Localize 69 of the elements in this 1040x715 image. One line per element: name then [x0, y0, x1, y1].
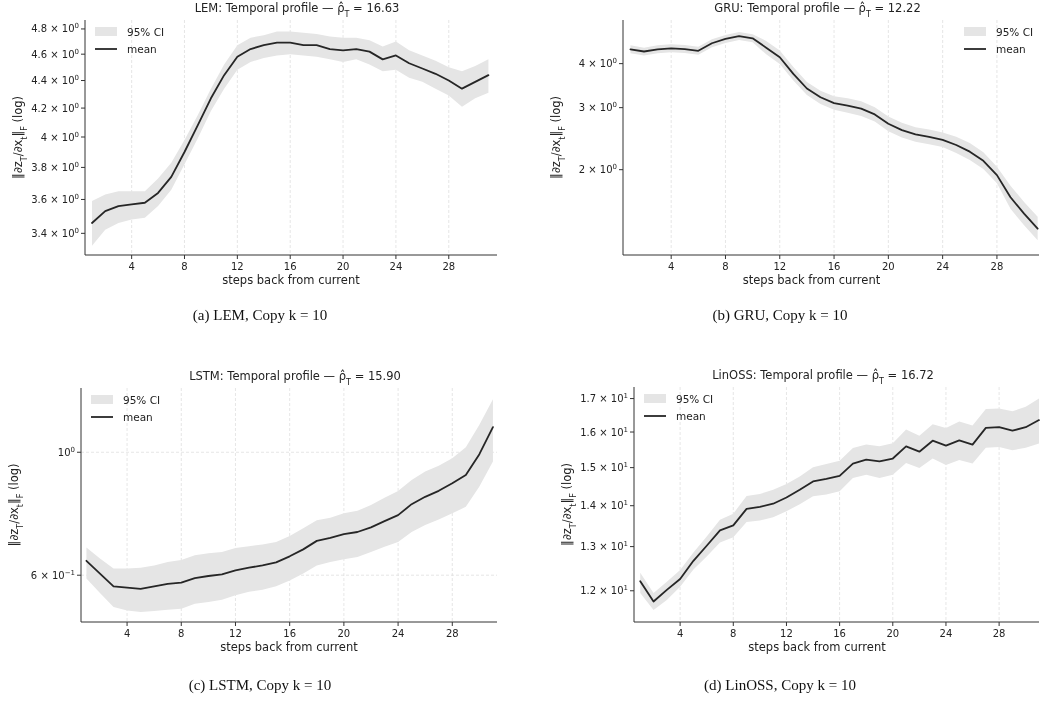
- y-tick-label: 1.3 × 10$^{1}$: [580, 540, 628, 553]
- y-tick-label: 6 × 10$^{−1}$: [30, 568, 75, 581]
- y-tick-label: 4 × 10$^{0}$: [40, 130, 79, 143]
- x-tick-label: 16: [283, 628, 297, 639]
- chart-title: LinOSS: Temporal profile — ρ̂$_{T}$ = 16.72: [712, 368, 934, 386]
- legend-label: mean: [127, 43, 157, 55]
- text: (c) LSTM, Copy k = 10: [188, 677, 332, 694]
- x-tick-label: 16: [827, 261, 841, 272]
- y-tick-label: 3.8 × 10$^{0}$: [31, 160, 79, 173]
- x-tick-label: 20: [337, 628, 351, 639]
- x-tick-label: 28: [445, 628, 459, 639]
- x-tick-label: 8: [178, 628, 185, 639]
- y-tick-label: 4.2 × 10$^{0}$: [31, 101, 79, 114]
- x-tick-label: 4: [128, 261, 135, 272]
- y-tick-label: 3.6 × 10$^{0}$: [31, 192, 79, 205]
- x-axis-title: steps back from current: [748, 640, 887, 654]
- x-tick-label: 12: [780, 628, 793, 639]
- chart-title: LEM: Temporal profile — ρ̂$_{T}$ = 16.63: [194, 1, 400, 19]
- y-tick-label: 1.5 × 10$^{1}$: [580, 461, 628, 474]
- x-tick-label: 4: [668, 261, 675, 272]
- y-tick-label: 1.6 × 10$^{1}$: [580, 425, 628, 438]
- x-tick-label: 28: [992, 628, 1006, 639]
- x-tick-label: 24: [939, 628, 953, 639]
- y-tick-label: 10$^{0}$: [57, 445, 75, 458]
- annotation: 95% CI: [996, 26, 1034, 38]
- x-tick-label: 20: [336, 261, 350, 272]
- y-tick-label: 1.4 × 10$^{1}$: [580, 499, 628, 512]
- x-tick-label: 12: [773, 261, 787, 272]
- legend-label: mean: [676, 410, 706, 422]
- line-series: [85, 426, 494, 590]
- y-tick-label: 3 × 10$^{0}$: [578, 101, 617, 114]
- y-tick-label: 4 × 10$^{0}$: [578, 57, 617, 70]
- x-axis-title: steps back from current: [220, 640, 359, 654]
- y-tick-label: 4.8 × 10$^{0}$: [31, 22, 79, 35]
- legend-label: mean: [123, 411, 153, 423]
- y-tick-label: 4.4 × 10$^{0}$: [31, 74, 79, 87]
- x-tick-label: 8: [730, 628, 737, 639]
- x-tick-label: 28: [990, 261, 1004, 272]
- x-tick-label: 20: [881, 261, 895, 272]
- x-tick-label: 24: [391, 628, 405, 639]
- chart-title: GRU: Temporal profile — ρ̂$_{T}$ = 12.22: [714, 1, 921, 19]
- y-tick-label: 1.2 × 10$^{1}$: [580, 584, 628, 597]
- x-tick-label: 24: [936, 261, 949, 272]
- text: (a) LEM, Copy k = 10: [192, 307, 328, 324]
- y-tick-label: 4.6 × 10$^{0}$: [31, 47, 79, 60]
- x-tick-label: 8: [181, 261, 188, 272]
- legend-label: mean: [996, 43, 1026, 55]
- x-axis-title: steps back from current: [742, 273, 881, 287]
- x-tick-label: 12: [229, 628, 242, 639]
- x-tick-label: 8: [722, 261, 729, 272]
- annotation: 95% CI: [127, 26, 165, 38]
- text: (b) GRU, Copy k = 10: [712, 307, 848, 324]
- text: (d) LinOSS, Copy k = 10: [704, 677, 856, 694]
- x-axis-title: steps back from current: [222, 273, 361, 287]
- x-tick-label: 20: [886, 628, 900, 639]
- x-tick-label: 16: [833, 628, 846, 639]
- y-tick-label: 3.4 × 10$^{0}$: [31, 226, 79, 239]
- annotation: 95% CI: [676, 393, 714, 405]
- y-tick-label: 1.7 × 10$^{1}$: [580, 392, 628, 405]
- chart-title: LSTM: Temporal profile — ρ̂$_{T}$ = 15.90: [189, 369, 401, 387]
- x-tick-label: 4: [676, 628, 684, 639]
- x-tick-label: 12: [230, 261, 244, 272]
- x-tick-label: 16: [283, 261, 297, 272]
- annotation: 95% CI: [123, 394, 161, 406]
- x-tick-label: 24: [389, 261, 403, 272]
- x-tick-label: 28: [442, 261, 456, 272]
- line-series: [91, 41, 490, 224]
- y-tick-label: 2 × 10$^{0}$: [578, 163, 617, 176]
- x-tick-label: 4: [123, 628, 131, 639]
